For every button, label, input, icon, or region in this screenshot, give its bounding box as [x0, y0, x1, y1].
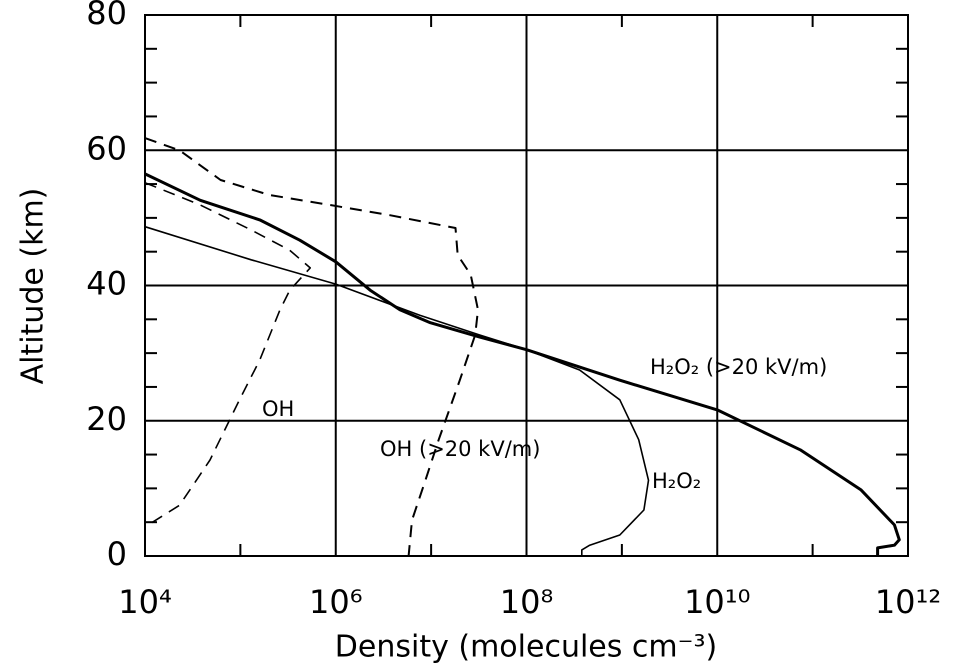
y-tick-label: 20	[86, 400, 127, 438]
series-label: OH	[262, 397, 294, 421]
y-axis-label: Altitude (km)	[16, 188, 51, 385]
series-line	[144, 137, 479, 557]
series-label: H₂O₂ (>20 kV/m)	[650, 355, 827, 379]
x-tick-label: 10⁴	[118, 583, 172, 621]
y-tick-label: 80	[86, 0, 127, 32]
x-axis-label: Density (molecules cm⁻³)	[335, 630, 717, 665]
x-tick-label: 10⁸	[500, 583, 554, 621]
series-label: OH (>20 kV/m)	[380, 437, 540, 461]
series-line	[144, 225, 650, 556]
series-line	[144, 172, 901, 556]
x-tick-label: 10¹⁰	[684, 583, 750, 621]
x-tick-label: 10¹²	[875, 583, 941, 621]
series-line	[144, 181, 311, 528]
y-tick-label: 60	[86, 129, 127, 167]
y-tick-label: 0	[107, 535, 127, 573]
series-label: H₂O₂	[652, 469, 701, 493]
y-tick-label: 40	[86, 265, 127, 303]
x-tick-label: 10⁶	[309, 583, 363, 621]
